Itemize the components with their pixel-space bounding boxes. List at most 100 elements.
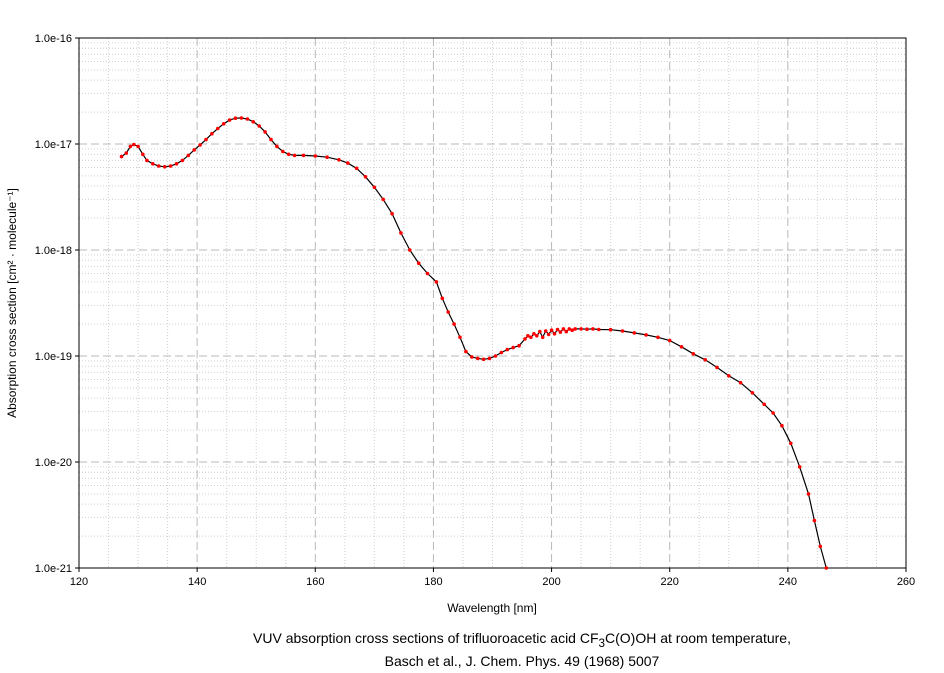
- data-point: [561, 327, 566, 331]
- axis-ticks: 120 140 160 180 200 220 240 260 1.0e-21 1.0e-20 1.…: [35, 33, 915, 588]
- data-point: [263, 130, 267, 134]
- data-point: [381, 197, 386, 202]
- data-point: [416, 261, 421, 266]
- series-line: [121, 117, 827, 569]
- data-point: [452, 322, 456, 326]
- data-point: [354, 166, 359, 171]
- data-point: [667, 338, 672, 343]
- data-point: [806, 492, 811, 496]
- y-axis-label: Absorption cross section [cm² · molecule…: [5, 188, 19, 418]
- data-point: [540, 335, 545, 340]
- data-point: [434, 280, 439, 284]
- data-point: [608, 327, 613, 332]
- data-point: [168, 164, 173, 168]
- data-point: [549, 328, 554, 333]
- data-point: [227, 118, 232, 122]
- data-point: [204, 137, 208, 142]
- data-point: [346, 161, 350, 165]
- data-point: [644, 333, 648, 337]
- chart: 120 140 160 180 200 220 240 260 1.0e-21 1.0e-20 1.…: [5, 33, 915, 615]
- data-point: [812, 518, 817, 523]
- data-point: [511, 345, 515, 350]
- data-point: [425, 271, 430, 276]
- data-point: [180, 158, 185, 163]
- y-tick-label: 1.0e-17: [35, 139, 72, 151]
- x-axis-label: Wavelength [nm]: [447, 601, 537, 615]
- data-point: [251, 120, 256, 124]
- caption-title-prefix: VUV absorption cross sections of trifluo…: [253, 630, 599, 646]
- data-point: [210, 131, 214, 136]
- data-point: [780, 423, 784, 428]
- data-point: [597, 327, 601, 332]
- data-point: [573, 327, 577, 331]
- plot-frame: [78, 37, 907, 569]
- x-tick-label: 200: [542, 576, 560, 588]
- caption-title-subscript: 3: [598, 636, 606, 650]
- grid: [79, 38, 906, 568]
- x-tick-label: 140: [188, 576, 206, 588]
- data-series: [119, 116, 829, 570]
- data-point: [119, 154, 124, 159]
- data-point: [529, 335, 533, 340]
- data-point: [269, 137, 273, 142]
- data-point: [738, 380, 743, 385]
- data-point: [481, 357, 486, 362]
- data-point: [372, 185, 377, 190]
- data-point: [656, 335, 660, 340]
- data-point: [789, 441, 793, 446]
- y-tick-label: 1.0e-20: [35, 457, 72, 469]
- data-point: [275, 144, 279, 149]
- data-point: [797, 465, 802, 469]
- y-tick-label: 1.0e-18: [35, 245, 72, 257]
- data-point: [824, 566, 829, 570]
- data-point: [543, 329, 548, 333]
- data-point: [679, 345, 684, 349]
- data-point: [762, 402, 766, 407]
- data-point: [532, 332, 536, 336]
- data-point: [570, 328, 574, 333]
- data-point: [198, 143, 202, 147]
- data-point: [233, 116, 238, 120]
- data-point: [337, 158, 341, 162]
- data-point: [703, 358, 707, 362]
- data-point: [325, 155, 329, 159]
- y-tick-label: 1.0e-16: [35, 33, 72, 45]
- data-point: [727, 374, 731, 378]
- data-point: [257, 124, 262, 128]
- data-point: [458, 335, 462, 340]
- caption-title-suffix: C(O)OH at room temperature,: [605, 630, 791, 646]
- x-tick-label: 120: [70, 576, 88, 588]
- data-point: [585, 327, 589, 332]
- data-point: [632, 331, 637, 335]
- data-point: [538, 329, 542, 334]
- data-point: [281, 149, 285, 154]
- data-point: [475, 356, 480, 361]
- data-point: [313, 154, 318, 158]
- data-point: [555, 327, 560, 332]
- data-point: [552, 332, 557, 336]
- data-point: [128, 144, 133, 149]
- data-point: [156, 164, 161, 168]
- data-point: [301, 153, 306, 158]
- data-point: [464, 349, 468, 354]
- data-point: [292, 153, 297, 158]
- data-point: [446, 310, 451, 314]
- data-point: [174, 162, 179, 166]
- data-point: [526, 334, 530, 338]
- data-point: [124, 151, 129, 155]
- data-point: [564, 329, 569, 334]
- data-point: [523, 337, 527, 341]
- data-point: [440, 296, 445, 301]
- data-point: [579, 327, 583, 331]
- data-point: [487, 356, 492, 361]
- data-point: [286, 152, 291, 157]
- x-tick-label: 260: [897, 576, 915, 588]
- data-point: [216, 126, 220, 131]
- data-point: [691, 352, 696, 356]
- data-point: [771, 411, 775, 415]
- data-point: [408, 248, 412, 252]
- data-point: [136, 144, 140, 149]
- y-tick-label: 1.0e-19: [35, 351, 72, 363]
- data-point: [505, 347, 510, 352]
- data-point: [141, 152, 145, 157]
